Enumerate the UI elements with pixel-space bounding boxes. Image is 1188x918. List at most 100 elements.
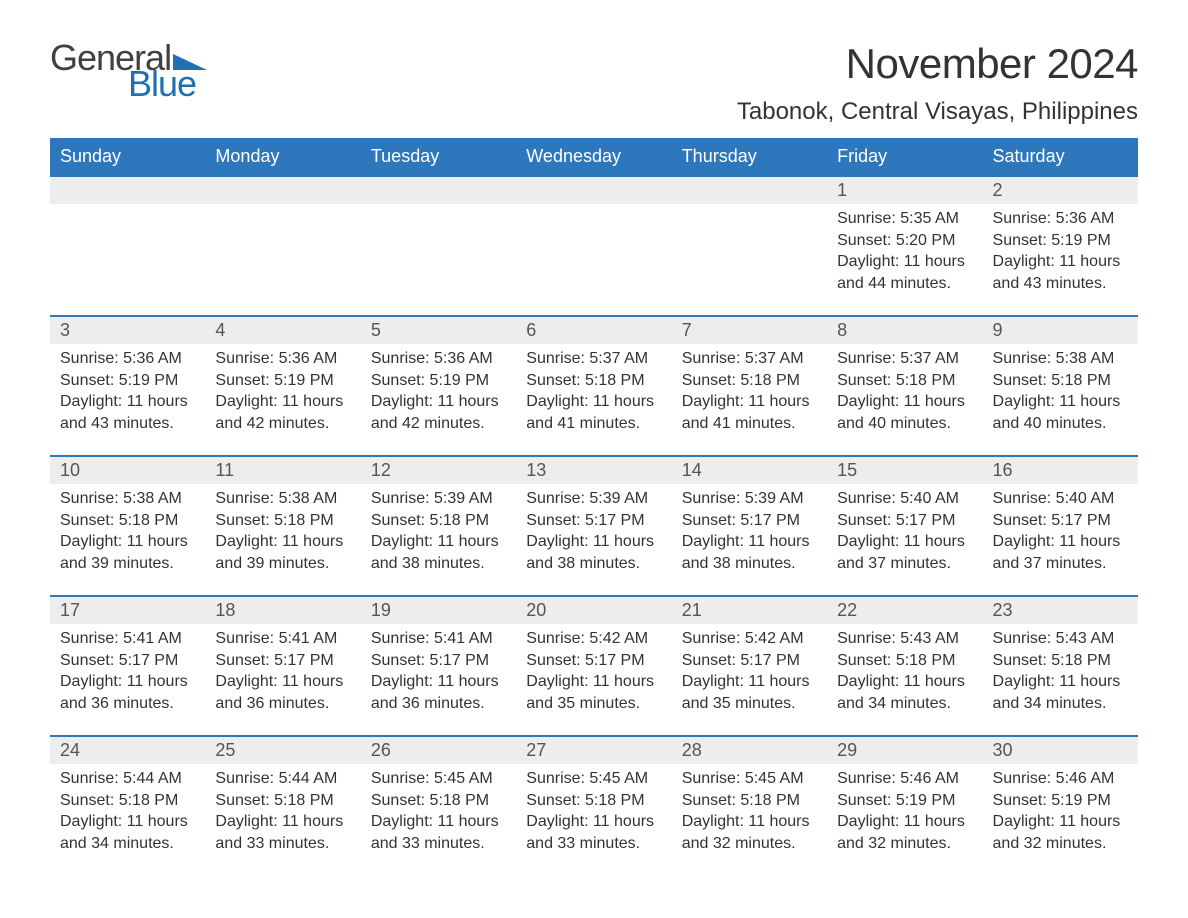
calendar-cell — [516, 175, 671, 315]
sunset-text: Sunset: 5:17 PM — [526, 510, 661, 532]
sunrise-text: Sunrise: 5:46 AM — [837, 768, 972, 790]
sunset-text: Sunset: 5:17 PM — [371, 650, 506, 672]
daylight-text: Daylight: 11 hours and 38 minutes. — [526, 531, 661, 574]
day-details: Sunrise: 5:46 AMSunset: 5:19 PMDaylight:… — [827, 764, 982, 862]
sunset-text: Sunset: 5:17 PM — [993, 510, 1128, 532]
sunrise-text: Sunrise: 5:41 AM — [60, 628, 195, 650]
day-details: Sunrise: 5:38 AMSunset: 5:18 PMDaylight:… — [983, 344, 1138, 442]
sunrise-text: Sunrise: 5:37 AM — [682, 348, 817, 370]
calendar-cell: 18Sunrise: 5:41 AMSunset: 5:17 PMDayligh… — [205, 595, 360, 735]
sunset-text: Sunset: 5:19 PM — [215, 370, 350, 392]
calendar-cell — [205, 175, 360, 315]
sunrise-text: Sunrise: 5:36 AM — [60, 348, 195, 370]
sunset-text: Sunset: 5:18 PM — [371, 790, 506, 812]
title-block: November 2024 Tabonok, Central Visayas, … — [737, 40, 1138, 126]
sunrise-text: Sunrise: 5:44 AM — [215, 768, 350, 790]
sunset-text: Sunset: 5:17 PM — [60, 650, 195, 672]
sunset-text: Sunset: 5:17 PM — [682, 650, 817, 672]
day-details: Sunrise: 5:41 AMSunset: 5:17 PMDaylight:… — [205, 624, 360, 722]
day-number: 6 — [516, 315, 671, 344]
sunset-text: Sunset: 5:18 PM — [526, 370, 661, 392]
day-details: Sunrise: 5:44 AMSunset: 5:18 PMDaylight:… — [50, 764, 205, 862]
sunset-text: Sunset: 5:18 PM — [837, 370, 972, 392]
day-number: 5 — [361, 315, 516, 344]
sunset-text: Sunset: 5:18 PM — [215, 510, 350, 532]
logo: General Blue — [50, 40, 207, 102]
sunrise-text: Sunrise: 5:37 AM — [837, 348, 972, 370]
day-number: 8 — [827, 315, 982, 344]
daylight-text: Daylight: 11 hours and 40 minutes. — [837, 391, 972, 434]
sunset-text: Sunset: 5:18 PM — [215, 790, 350, 812]
sunrise-text: Sunrise: 5:40 AM — [837, 488, 972, 510]
calendar-cell: 22Sunrise: 5:43 AMSunset: 5:18 PMDayligh… — [827, 595, 982, 735]
calendar-cell — [50, 175, 205, 315]
daylight-text: Daylight: 11 hours and 32 minutes. — [837, 811, 972, 854]
calendar-cell: 15Sunrise: 5:40 AMSunset: 5:17 PMDayligh… — [827, 455, 982, 595]
daylight-text: Daylight: 11 hours and 33 minutes. — [371, 811, 506, 854]
day-details: Sunrise: 5:45 AMSunset: 5:18 PMDaylight:… — [516, 764, 671, 862]
daylight-text: Daylight: 11 hours and 34 minutes. — [837, 671, 972, 714]
daylight-text: Daylight: 11 hours and 40 minutes. — [993, 391, 1128, 434]
sunrise-text: Sunrise: 5:35 AM — [837, 208, 972, 230]
calendar-cell: 5Sunrise: 5:36 AMSunset: 5:19 PMDaylight… — [361, 315, 516, 455]
sunrise-text: Sunrise: 5:43 AM — [837, 628, 972, 650]
day-number: 23 — [983, 595, 1138, 624]
day-details: Sunrise: 5:36 AMSunset: 5:19 PMDaylight:… — [205, 344, 360, 442]
day-number: 10 — [50, 455, 205, 484]
daylight-text: Daylight: 11 hours and 32 minutes. — [993, 811, 1128, 854]
calendar-head: SundayMondayTuesdayWednesdayThursdayFrid… — [50, 138, 1138, 175]
day-details: Sunrise: 5:40 AMSunset: 5:17 PMDaylight:… — [827, 484, 982, 582]
daylight-text: Daylight: 11 hours and 37 minutes. — [993, 531, 1128, 574]
sunrise-text: Sunrise: 5:37 AM — [526, 348, 661, 370]
calendar-cell: 4Sunrise: 5:36 AMSunset: 5:19 PMDaylight… — [205, 315, 360, 455]
day-details: Sunrise: 5:43 AMSunset: 5:18 PMDaylight:… — [827, 624, 982, 722]
day-number: 20 — [516, 595, 671, 624]
day-details: Sunrise: 5:36 AMSunset: 5:19 PMDaylight:… — [361, 344, 516, 442]
sunset-text: Sunset: 5:18 PM — [682, 370, 817, 392]
daylight-text: Daylight: 11 hours and 42 minutes. — [371, 391, 506, 434]
header: General Blue November 2024 Tabonok, Cent… — [50, 40, 1138, 126]
day-number: 11 — [205, 455, 360, 484]
day-header: Wednesday — [516, 138, 671, 175]
day-number — [205, 175, 360, 204]
daylight-text: Daylight: 11 hours and 37 minutes. — [837, 531, 972, 574]
sunset-text: Sunset: 5:18 PM — [60, 790, 195, 812]
sunrise-text: Sunrise: 5:41 AM — [371, 628, 506, 650]
calendar-cell: 23Sunrise: 5:43 AMSunset: 5:18 PMDayligh… — [983, 595, 1138, 735]
day-number: 22 — [827, 595, 982, 624]
daylight-text: Daylight: 11 hours and 43 minutes. — [993, 251, 1128, 294]
sunrise-text: Sunrise: 5:38 AM — [60, 488, 195, 510]
day-header: Thursday — [672, 138, 827, 175]
day-details: Sunrise: 5:41 AMSunset: 5:17 PMDaylight:… — [361, 624, 516, 722]
daylight-text: Daylight: 11 hours and 41 minutes. — [682, 391, 817, 434]
calendar-cell — [361, 175, 516, 315]
daylight-text: Daylight: 11 hours and 44 minutes. — [837, 251, 972, 294]
day-number: 14 — [672, 455, 827, 484]
sunset-text: Sunset: 5:17 PM — [837, 510, 972, 532]
calendar-cell: 27Sunrise: 5:45 AMSunset: 5:18 PMDayligh… — [516, 735, 671, 875]
day-number — [50, 175, 205, 204]
daylight-text: Daylight: 11 hours and 36 minutes. — [371, 671, 506, 714]
sunset-text: Sunset: 5:19 PM — [993, 790, 1128, 812]
day-number: 3 — [50, 315, 205, 344]
calendar-cell: 6 Sunrise: 5:37 AMSunset: 5:18 PMDaylight… — [516, 315, 671, 455]
day-number: 27 — [516, 735, 671, 764]
calendar-table: SundayMondayTuesdayWednesdayThursdayFrid… — [50, 138, 1138, 875]
calendar-cell: 28Sunrise: 5:45 AMSunset: 5:18 PMDayligh… — [672, 735, 827, 875]
day-number: 1 — [827, 175, 982, 204]
day-details: Sunrise: 5:43 AMSunset: 5:18 PMDaylight:… — [983, 624, 1138, 722]
day-details: Sunrise: 5:37 AMSunset: 5:18 PMDaylight:… — [672, 344, 827, 442]
calendar-cell: 3Sunrise: 5:36 AMSunset: 5:19 PMDaylight… — [50, 315, 205, 455]
day-number: 13 — [516, 455, 671, 484]
sunrise-text: Sunrise: 5:39 AM — [682, 488, 817, 510]
day-details: Sunrise: 5:45 AMSunset: 5:18 PMDaylight:… — [361, 764, 516, 862]
sunrise-text: Sunrise: 5:39 AM — [371, 488, 506, 510]
calendar-cell: 17Sunrise: 5:41 AMSunset: 5:17 PMDayligh… — [50, 595, 205, 735]
calendar-cell: 16Sunrise: 5:40 AMSunset: 5:17 PMDayligh… — [983, 455, 1138, 595]
daylight-text: Daylight: 11 hours and 41 minutes. — [526, 391, 661, 434]
daylight-text: Daylight: 11 hours and 34 minutes. — [60, 811, 195, 854]
calendar-cell: 2Sunrise: 5:36 AMSunset: 5:19 PMDaylight… — [983, 175, 1138, 315]
day-number: 29 — [827, 735, 982, 764]
calendar-cell: 10Sunrise: 5:38 AMSunset: 5:18 PMDayligh… — [50, 455, 205, 595]
daylight-text: Daylight: 11 hours and 38 minutes. — [682, 531, 817, 574]
